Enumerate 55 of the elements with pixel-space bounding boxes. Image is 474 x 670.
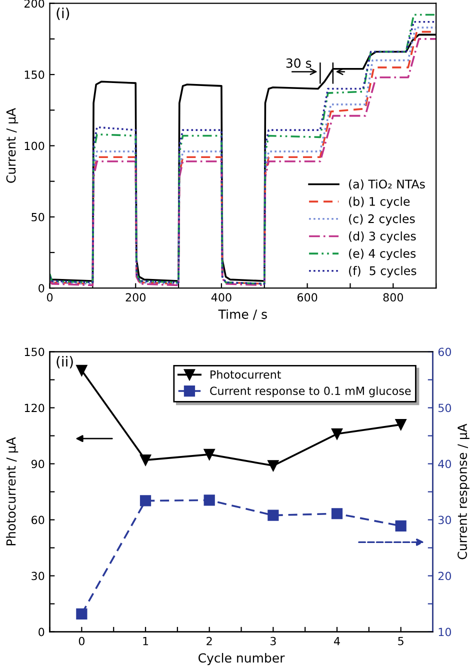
legend-label: (c) 2 cycles: [349, 214, 415, 226]
x-axis-title: Cycle number: [198, 652, 285, 666]
point: [268, 510, 279, 521]
y-tick-label: 90: [31, 460, 44, 468]
point: [395, 520, 406, 532]
y2-tick-label: 40: [438, 460, 452, 468]
y-tick-label: 50: [32, 212, 44, 222]
point: [204, 448, 215, 460]
x-tick-label: 1: [143, 637, 148, 646]
legend-label: (a) TiO₂ NTAs: [349, 179, 425, 190]
y2-tick-label: 10: [438, 628, 452, 636]
y-axis-title: Current / μA: [6, 108, 18, 183]
legend-label: (f) 5 cycles: [349, 266, 416, 278]
y-tick-label: 120: [24, 404, 44, 412]
point: [331, 508, 343, 520]
point: [76, 364, 88, 376]
point: [331, 428, 343, 440]
x-tick-label: 200: [126, 293, 146, 302]
x-axis-title: Time / s: [218, 309, 267, 320]
legend-label: (e) 4 cycles: [349, 248, 416, 260]
legend-label: Photocurrent: [210, 370, 281, 379]
x-tick-label: 4: [334, 637, 340, 646]
point: [268, 460, 279, 472]
y-tick-label: 30: [32, 572, 44, 580]
x-tick-label: 600: [297, 293, 318, 302]
y-tick-label: 0: [38, 284, 44, 292]
legend-label: Current response to 0.1 mM glucose: [210, 386, 411, 398]
y-axis-title: Photocurrent / μA: [6, 437, 18, 546]
y-tick-label: 150: [24, 70, 44, 79]
x-tick-label: 2: [206, 636, 212, 646]
point: [76, 608, 88, 620]
point: [140, 495, 152, 506]
y2-tick-label: 20: [438, 572, 452, 580]
annotation: (ii): [56, 356, 73, 368]
x-tick-label: 0: [46, 293, 53, 302]
y2-tick-label: 50: [438, 404, 452, 412]
annotation: (i): [56, 8, 70, 20]
point: [204, 494, 215, 506]
legend-label: (d) 3 cycles: [349, 231, 416, 243]
y-tick-label: 100: [24, 142, 44, 150]
y-tick-label: 0: [38, 628, 44, 636]
annotation: 30 s: [286, 58, 312, 68]
y2-axis-title: Current response / μA: [458, 424, 470, 560]
y2-tick-label: 30: [438, 516, 452, 524]
x-tick-label: 400: [211, 293, 232, 302]
legend-label: (b) 1 cycle: [349, 196, 410, 208]
x-tick-label: 3: [270, 636, 276, 646]
point: [395, 419, 406, 430]
y-tick-label: 150: [24, 348, 44, 356]
x-tick-label: 5: [398, 637, 404, 646]
x-tick-label: 0: [78, 636, 84, 646]
x-tick-label: 800: [383, 293, 404, 302]
point: [140, 454, 152, 466]
y2-tick-label: 60: [438, 348, 452, 356]
y-tick-label: 60: [32, 516, 44, 524]
